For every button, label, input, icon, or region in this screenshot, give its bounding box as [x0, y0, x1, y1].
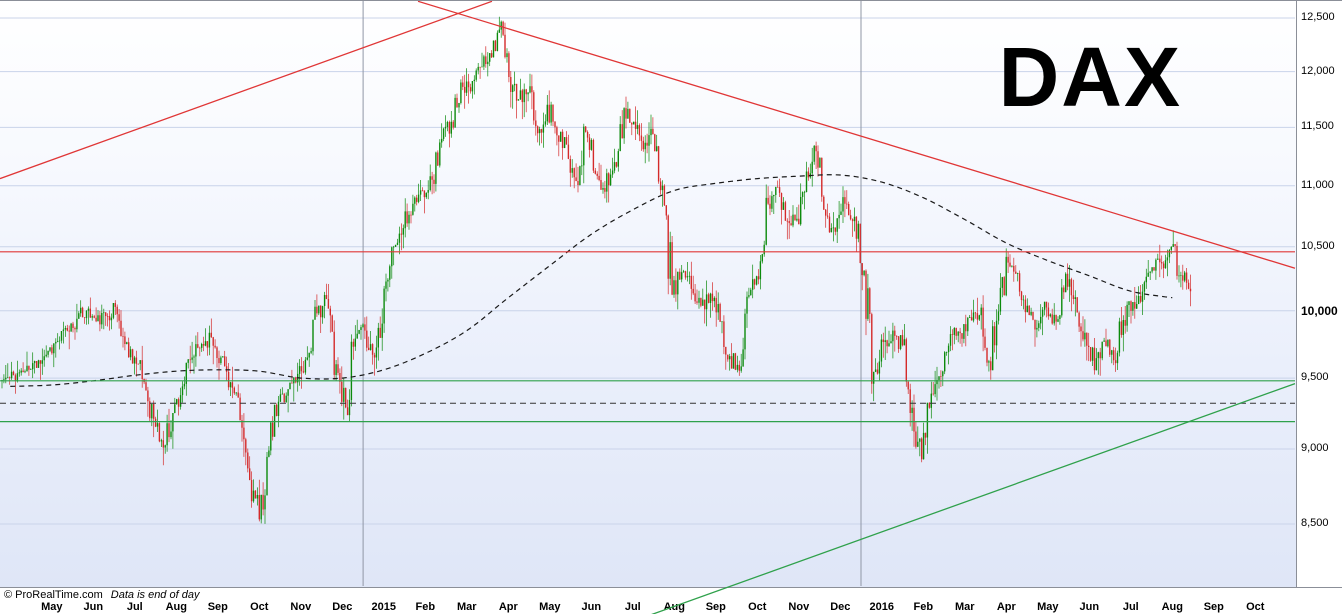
symbol-title: DAX	[998, 30, 1182, 124]
month-label: 2015	[371, 601, 397, 613]
month-label: Jun	[581, 601, 602, 613]
month-label: Oct	[250, 601, 269, 613]
month-label: Sep	[1203, 601, 1224, 613]
month-label: Nov	[290, 601, 312, 613]
branding: © ProRealTime.com Data is end of day	[4, 589, 199, 601]
price-tick-label: 9,500	[1301, 371, 1329, 384]
month-label: Dec	[332, 601, 353, 613]
price-tick-label: 9,000	[1301, 441, 1329, 454]
month-label: Jun	[1079, 601, 1100, 613]
month-label: May	[539, 601, 561, 613]
moving-average-line	[10, 174, 1173, 387]
price-tick-label: 11,000	[1301, 178, 1334, 191]
price-tick-label: 11,500	[1301, 120, 1334, 133]
month-label: Oct	[1246, 601, 1265, 613]
month-label: Jul	[624, 601, 641, 613]
price-tick-label: 10,500	[1301, 239, 1335, 252]
month-label: May	[1037, 601, 1059, 613]
month-label: Mar	[457, 601, 477, 613]
month-label: Jun	[83, 601, 104, 613]
price-tick-label: 12,500	[1301, 10, 1335, 23]
month-label: Feb	[415, 601, 436, 613]
ascending-support-trendline[interactable]	[650, 382, 1296, 614]
month-label: Mar	[955, 601, 975, 613]
plot-background	[0, 1, 1296, 587]
month-label: Apr	[996, 601, 1016, 613]
data-note-text: Data is end of day	[110, 589, 200, 601]
ascending-resistance-trendline[interactable]	[0, 1, 493, 180]
price-tick-label: 8,500	[1301, 516, 1329, 529]
month-label: Aug	[1161, 601, 1183, 613]
price-tick-label: 10,000	[1301, 303, 1338, 318]
month-label: Jul	[1122, 601, 1139, 613]
month-label: Jul	[126, 601, 143, 613]
month-label: Nov	[788, 601, 810, 613]
descending-resistance-trendline[interactable]	[417, 1, 1296, 269]
y-axis: 12,500 12,000 11,500 11,000 10,500 10,000 9,50…	[1296, 1, 1342, 587]
copyright-text: © ProRealTime.com	[4, 589, 103, 601]
month-label: Aug	[165, 601, 187, 613]
month-label: 2016	[869, 601, 895, 613]
month-label: Sep	[207, 601, 228, 613]
month-label: Apr	[498, 601, 518, 613]
month-label: May	[41, 601, 63, 613]
month-label: Feb	[913, 601, 934, 613]
x-axis: © ProRealTime.com Data is end of day May J…	[0, 587, 1342, 614]
month-label: Dec	[830, 601, 851, 613]
month-label: Sep	[705, 601, 726, 613]
price-tick-label: 12,000	[1301, 64, 1335, 77]
month-label: Oct	[748, 601, 767, 613]
